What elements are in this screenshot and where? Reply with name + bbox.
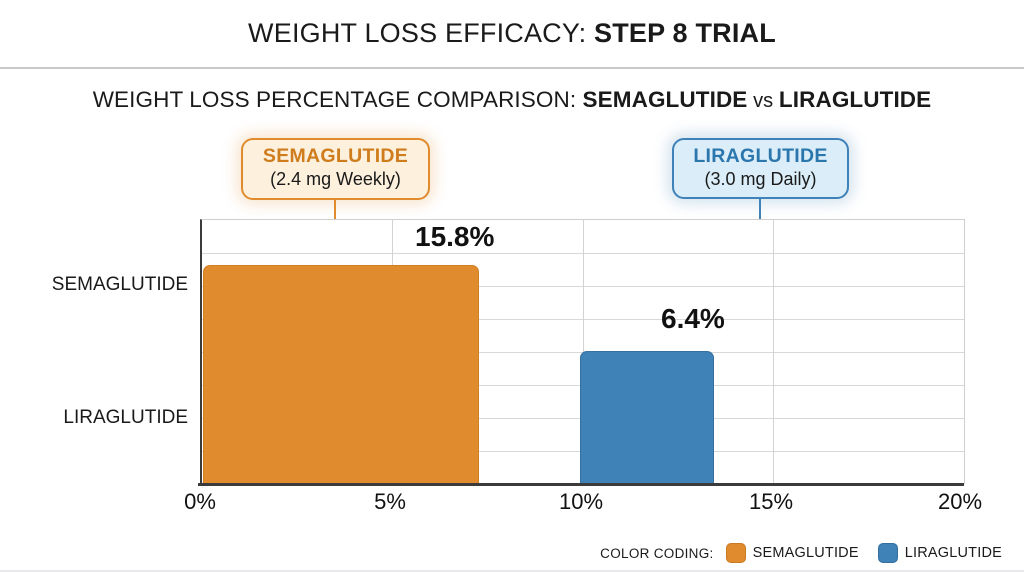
callout-semaglutide-title: SEMAGLUTIDE <box>262 145 409 167</box>
callout-liraglutide: LIRAGLUTIDE (3.0 mg Daily) <box>672 138 849 199</box>
legend-label-liraglutide: LIRAGLUTIDE <box>904 545 1002 561</box>
callout-semaglutide: SEMAGLUTIDE (2.4 mg Weekly) <box>241 138 430 200</box>
subtitle-vs: vs <box>747 90 779 112</box>
x-tick-label-1: 5% <box>374 489 406 514</box>
subtitle-plain: WEIGHT LOSS PERCENTAGE COMPARISON: <box>92 87 583 112</box>
plot-area <box>200 219 965 484</box>
value-label-liraglutide: 6.4% <box>661 303 725 334</box>
category-label-semaglutide: SEMAGLUTIDE <box>51 274 188 295</box>
value-label-semaglutide: 15.8% <box>415 221 495 252</box>
page-title-plain: WEIGHT LOSS EFFICACY: <box>248 18 595 48</box>
bottom-divider <box>0 570 1024 572</box>
callout-liraglutide-title: LIRAGLUTIDE <box>693 145 828 167</box>
x-axis-line <box>198 483 964 486</box>
subtitle-drug-1: SEMAGLUTIDE <box>582 87 748 112</box>
subtitle-row: WEIGHT LOSS PERCENTAGE COMPARISON: SEMAG… <box>0 69 1024 131</box>
legend-title: COLOR CODING: <box>600 545 714 561</box>
legend-label-semaglutide: SEMAGLUTIDE <box>752 545 859 561</box>
category-label-liraglutide: LIRAGLUTIDE <box>63 407 188 428</box>
subtitle-drug-2: LIRAGLUTIDE <box>778 87 932 112</box>
page-title: WEIGHT LOSS EFFICACY: STEP 8 TRIAL <box>248 18 776 49</box>
x-tick-label-2: 10% <box>558 489 604 514</box>
legend: COLOR CODING: SEMAGLUTIDE LIRAGLUTIDE <box>600 541 1002 565</box>
x-tick-label-3: 15% <box>748 489 794 514</box>
gridline-v <box>773 220 774 484</box>
header-band: WEIGHT LOSS EFFICACY: STEP 8 TRIAL <box>0 0 1024 69</box>
x-tick-label-0: 0% <box>184 489 216 514</box>
callout-semaglutide-dose: (2.4 mg Weekly) <box>270 168 401 189</box>
legend-swatch-semaglutide <box>725 543 746 563</box>
x-tick-label-4: 20% <box>937 489 983 514</box>
bar-liraglutide[interactable] <box>580 351 714 484</box>
legend-item-liraglutide[interactable]: LIRAGLUTIDE <box>877 543 1002 563</box>
page-title-strong: STEP 8 TRIAL <box>594 18 776 48</box>
legend-item-semaglutide[interactable]: SEMAGLUTIDE <box>725 543 859 563</box>
legend-swatch-liraglutide <box>877 543 898 563</box>
chart-subtitle: WEIGHT LOSS PERCENTAGE COMPARISON: SEMAG… <box>93 87 932 113</box>
callout-liraglutide-dose: (3.0 mg Daily) <box>704 168 817 189</box>
bar-semaglutide[interactable] <box>203 265 479 484</box>
